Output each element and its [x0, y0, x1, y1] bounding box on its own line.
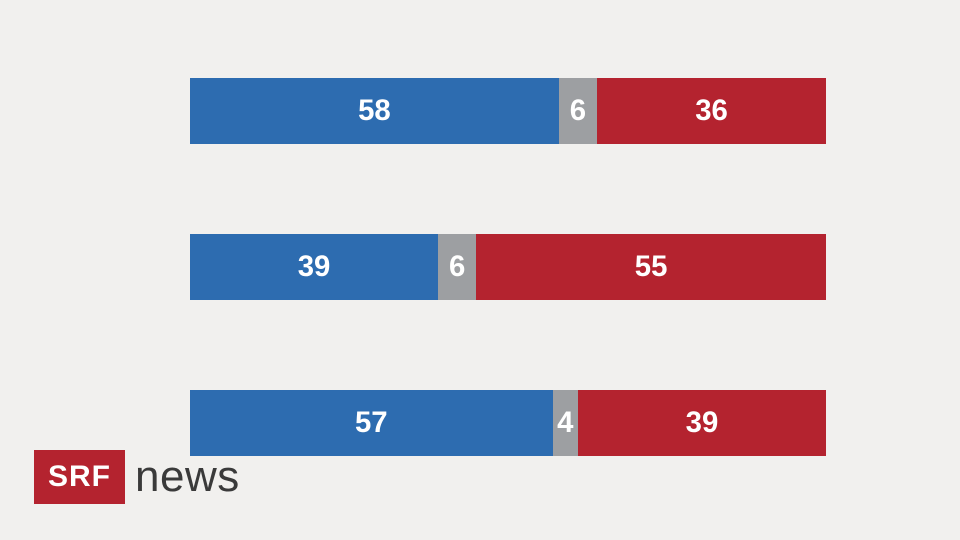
bar-segment: 58 [190, 78, 559, 144]
bar-segment: 57 [190, 390, 553, 456]
bar-segment: 6 [559, 78, 597, 144]
stacked-bar-chart: 586363965557439 [190, 78, 826, 456]
broadcaster-logo: SRF news [34, 450, 240, 504]
bar-segment: 39 [190, 234, 438, 300]
bar-segment: 39 [578, 390, 826, 456]
bar-segment: 4 [553, 390, 578, 456]
logo-word: news [135, 452, 240, 502]
bar-row: 58636 [190, 78, 826, 144]
logo-badge: SRF [34, 450, 125, 504]
bar-segment: 36 [597, 78, 826, 144]
bar-row: 57439 [190, 390, 826, 456]
bar-segment: 55 [476, 234, 826, 300]
bar-row: 39655 [190, 234, 826, 300]
bar-segment: 6 [438, 234, 476, 300]
chart-canvas: 586363965557439 SRF news [0, 0, 960, 540]
